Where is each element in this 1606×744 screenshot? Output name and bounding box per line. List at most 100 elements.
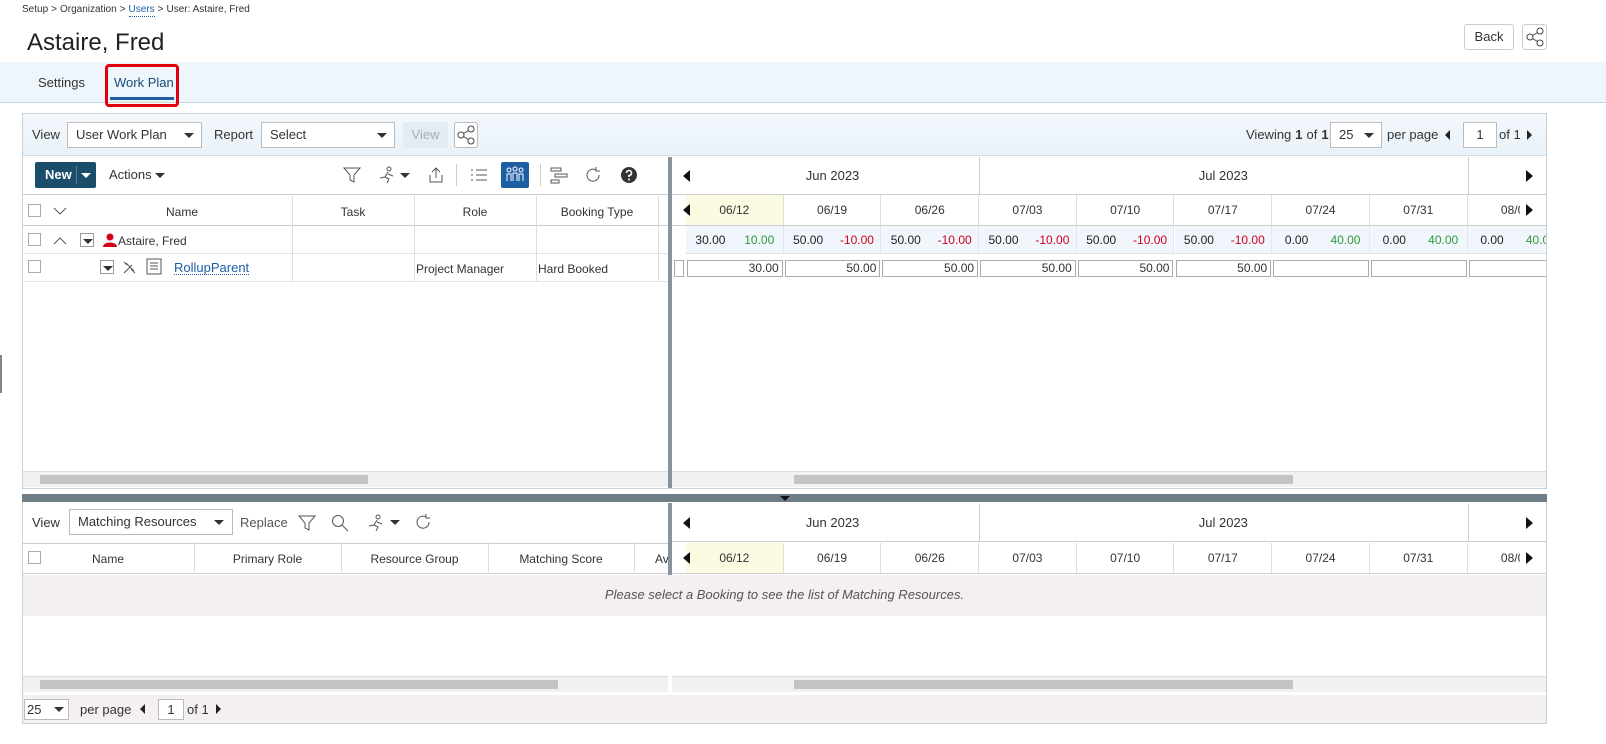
view-button[interactable]: View [403, 122, 448, 148]
resource-icon[interactable] [378, 166, 396, 184]
hours-input[interactable] [1273, 260, 1369, 277]
highlight-box [105, 64, 179, 107]
share-button[interactable] [454, 122, 478, 148]
week-cell: 0.00 40.00 [1467, 226, 1546, 254]
breadcrumb-separator: > [51, 4, 57, 15]
filter-icon[interactable] [297, 514, 317, 532]
resource-name: Astaire, Fred [118, 234, 187, 248]
expand-all[interactable] [53, 205, 67, 215]
next-page[interactable] [216, 704, 221, 714]
hours-input[interactable]: 50.00 [1175, 260, 1272, 277]
remaining-hours: -10.00 [937, 233, 972, 247]
hours-input[interactable] [1468, 260, 1546, 277]
next-arrow[interactable] [1526, 204, 1533, 216]
allocated-hours: 0.00 [1382, 233, 1406, 247]
per-page-select[interactable] [1330, 122, 1382, 148]
page-input[interactable]: 1 [1463, 122, 1497, 148]
prev-arrow[interactable] [683, 517, 690, 529]
row-menu[interactable] [80, 233, 94, 247]
allocated-hours: 50.00 [1183, 233, 1214, 247]
resource-icon[interactable] [367, 514, 385, 532]
resource-view-icon[interactable] [501, 162, 529, 188]
caret-icon [155, 173, 165, 178]
select-value: Matching Resources [78, 514, 197, 529]
hours-input[interactable]: 50.00 [1077, 260, 1174, 277]
hours-input[interactable]: 30.00 [687, 260, 783, 277]
allocated-hours: 30.00 [695, 233, 726, 247]
label: View [32, 127, 60, 142]
hours-input[interactable]: 50.00 [980, 260, 1076, 277]
tab[interactable]: Settings [38, 75, 85, 90]
refresh-icon[interactable] [414, 513, 432, 531]
prev-page[interactable] [1445, 130, 1450, 140]
scroll-thumb[interactable] [40, 680, 558, 689]
prev-page[interactable] [140, 704, 145, 714]
prev-arrow[interactable] [683, 204, 690, 216]
filter-icon[interactable] [342, 166, 362, 184]
week-label: 08/07 [1468, 543, 1520, 573]
refresh-icon[interactable] [584, 166, 602, 184]
month-label: Jul 2023 [1198, 515, 1248, 530]
replace-toggle[interactable]: Replace [240, 515, 288, 530]
breadcrumb-item: Setup [22, 4, 49, 15]
collapse-icon[interactable] [53, 235, 67, 245]
export-icon[interactable] [427, 166, 445, 184]
viewing-text: Viewing [1246, 127, 1292, 142]
row [23, 226, 668, 254]
select-value: 25 [1339, 127, 1354, 142]
column-divider [634, 543, 635, 574]
caret-icon [54, 707, 64, 712]
share-button[interactable] [1522, 24, 1547, 50]
matching-footer [23, 695, 1546, 723]
week-label: 07/24 [1272, 543, 1370, 573]
breadcrumb-item[interactable]: Users [128, 4, 155, 17]
remaining-hours: -10.00 [1230, 233, 1265, 247]
caret-icon [83, 239, 93, 244]
report-select[interactable] [261, 122, 395, 148]
checkbox[interactable] [28, 260, 41, 273]
next-arrow[interactable] [1526, 170, 1533, 182]
tab-active[interactable]: Work Plan [114, 75, 174, 90]
scroll-thumb[interactable] [794, 475, 1293, 484]
project-link[interactable]: RollupParent [174, 260, 250, 275]
scroll-thumb[interactable] [794, 680, 1293, 689]
caret-icon [81, 173, 91, 178]
view-select[interactable] [67, 122, 202, 148]
page-input[interactable]: 1 [158, 699, 184, 720]
search-icon[interactable] [331, 514, 349, 532]
checkbox[interactable] [28, 204, 41, 217]
week-cell: 50.00 -10.00 [1076, 226, 1175, 254]
gantt-icon[interactable] [550, 166, 568, 184]
next-arrow[interactable] [1526, 552, 1533, 564]
row-menu[interactable] [100, 260, 114, 274]
per-page-select[interactable] [24, 699, 69, 720]
prev-arrow[interactable] [683, 552, 690, 564]
scroll-thumb[interactable] [40, 475, 368, 484]
side-handle [0, 355, 2, 393]
list-icon[interactable] [470, 166, 488, 184]
page-title: Astaire, Fred [27, 29, 165, 56]
tools-icon[interactable] [122, 260, 137, 275]
prev-arrow[interactable] [683, 170, 690, 182]
column-label: Role [462, 205, 488, 219]
checkbox[interactable] [28, 233, 41, 246]
month-divider [1467, 504, 1469, 542]
breadcrumb-separator: > [157, 4, 164, 15]
next-page[interactable] [1527, 130, 1532, 140]
checkbox[interactable] [28, 551, 41, 564]
next-arrow[interactable] [1526, 517, 1533, 529]
back-button[interactable]: Back [1464, 24, 1514, 50]
document-icon[interactable] [146, 258, 162, 275]
hours-input[interactable] [1370, 260, 1467, 277]
matching-view-select[interactable] [69, 509, 233, 535]
hours-input[interactable]: 50.00 [784, 260, 881, 277]
hours-input[interactable]: 50.00 [882, 260, 979, 277]
week-label: 07/31 [1370, 195, 1468, 225]
column-divider [341, 543, 342, 574]
actions-button[interactable]: Actions [109, 167, 152, 182]
user-icon[interactable] [103, 233, 117, 247]
help-icon[interactable] [620, 166, 638, 184]
breadcrumb-item: Organization [59, 4, 117, 15]
allocated-hours: 0.00 [1284, 233, 1309, 247]
